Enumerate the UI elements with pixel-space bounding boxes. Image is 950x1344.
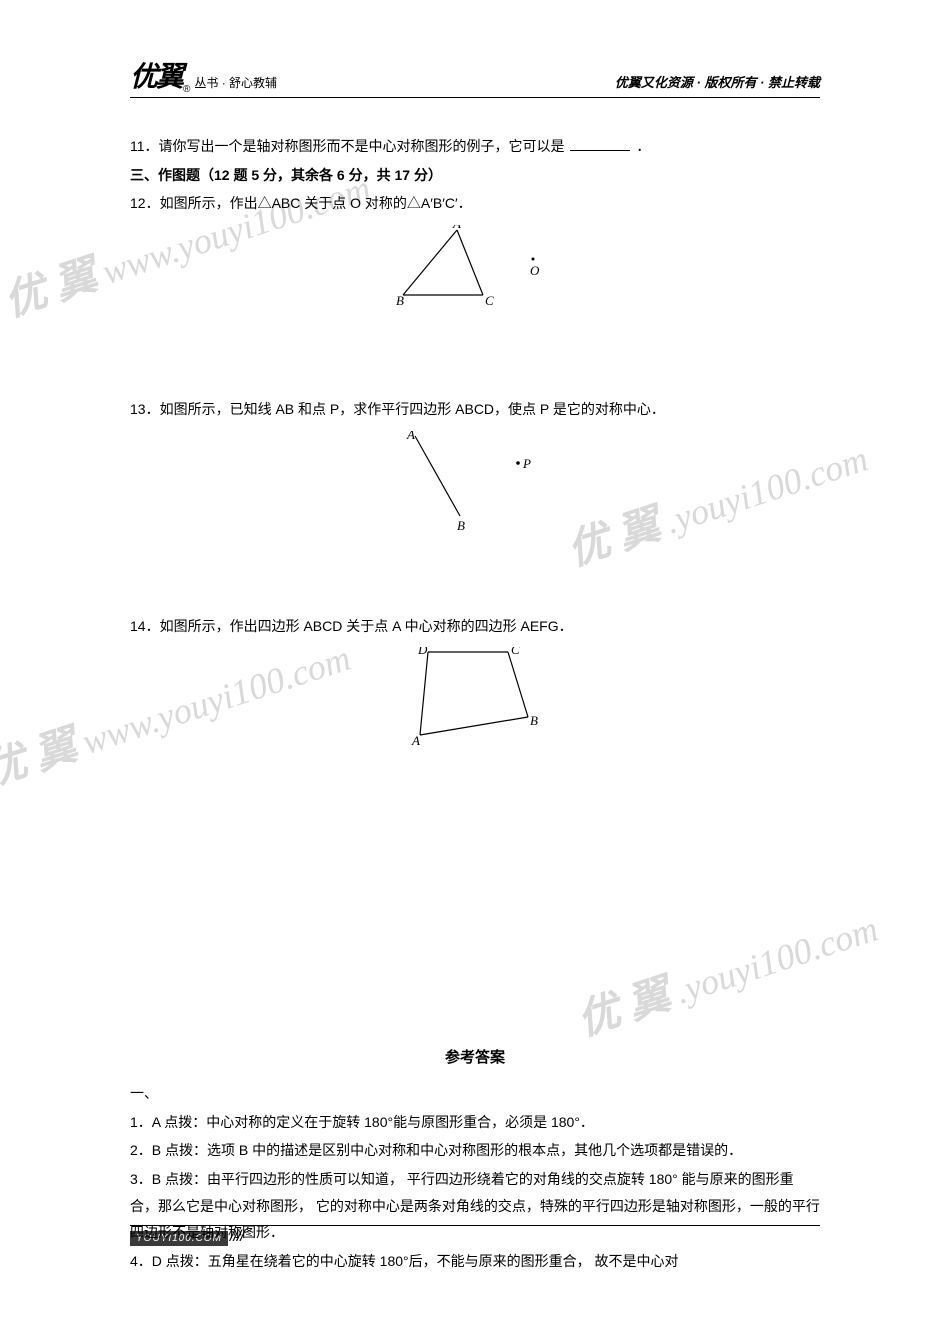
content-body: 11．请你写出一个是轴对称图形而不是中心对称图形的例子，它可以是 ． 三、作图题…: [130, 133, 820, 1274]
svg-text:A: A: [411, 733, 420, 747]
answer-title: 参考答案: [130, 1044, 820, 1073]
question-12: 12．如图所示，作出△ABC 关于点 O 对称的△A′B′C′．: [130, 190, 820, 217]
fig13-svg: A B P: [400, 431, 550, 531]
figure-12: A B C O: [130, 225, 820, 324]
svg-text:B: B: [396, 293, 404, 308]
page-content: 优翼 ® 丛书 · 舒心教辅 优翼又化资源 · 版权所有 · 禁止转载 11．请…: [130, 55, 820, 1276]
answer-4: 4．D 点拨：五角星在绕着它的中心旋转 180°后，不能与原来的图形重合， 故不…: [130, 1248, 820, 1275]
q11-text: 11．请你写出一个是轴对称图形而不是中心对称图形的例子，它可以是: [130, 138, 565, 154]
logo-script: 优翼: [130, 55, 182, 95]
reg-mark-icon: ®: [183, 84, 190, 95]
question-14: 14．如图所示，作出四边形 ABCD 关于点 A 中心对称的四边形 AEFG．: [130, 613, 820, 640]
question-11: 11．请你写出一个是轴对称图形而不是中心对称图形的例子，它可以是 ．: [130, 133, 820, 160]
figure-14: A B C D: [130, 647, 820, 756]
svg-text:B: B: [457, 518, 465, 531]
section-3-title: 三、作图题（12 题 5 分，其余各 6 分，共 17 分）: [130, 162, 820, 189]
figure-13: A B P: [130, 431, 820, 540]
blank-line: [570, 137, 630, 151]
svg-text:O: O: [530, 263, 540, 278]
answer-2: 2．B 点拨：选项 B 中的描述是区别中心对称和中心对称图形的根本点，其他几个选…: [130, 1137, 820, 1164]
logo-tail: 丛书 · 舒心教辅: [194, 74, 277, 91]
logo-block: 优翼 ® 丛书 · 舒心教辅: [130, 55, 277, 95]
svg-text:C: C: [511, 647, 520, 657]
spacer: [130, 558, 820, 613]
fig14-svg: A B C D: [408, 647, 543, 747]
spacer: [130, 341, 820, 396]
answer-sec1: 一、: [130, 1080, 820, 1107]
svg-text:C: C: [485, 293, 494, 308]
svg-text:D: D: [417, 647, 428, 657]
q11-tail: ．: [636, 138, 650, 154]
svg-text:A: A: [452, 225, 461, 231]
question-13: 13．如图所示，已知线 AB 和点 P，求作平行四边形 ABCD，使点 P 是它…: [130, 396, 820, 423]
svg-text:P: P: [522, 456, 531, 471]
svg-text:B: B: [530, 713, 538, 728]
fig12-svg: A B C O: [393, 225, 558, 315]
answer-3: 3．B 点拨：由平行四边形的性质可以知道， 平行四边形绕着它的对角线的交点旋转 …: [130, 1166, 820, 1246]
svg-text:A: A: [406, 431, 415, 442]
page-header: 优翼 ® 丛书 · 舒心教辅 优翼又化资源 · 版权所有 · 禁止转载: [130, 55, 820, 98]
header-right-text: 优翼又化资源 · 版权所有 · 禁止转载: [615, 72, 820, 91]
answer-1: 1．A 点拨：中心对称的定义在于旋转 180°能与原图形重合，必须是 180°．: [130, 1109, 820, 1136]
spacer-large: [130, 774, 820, 984]
